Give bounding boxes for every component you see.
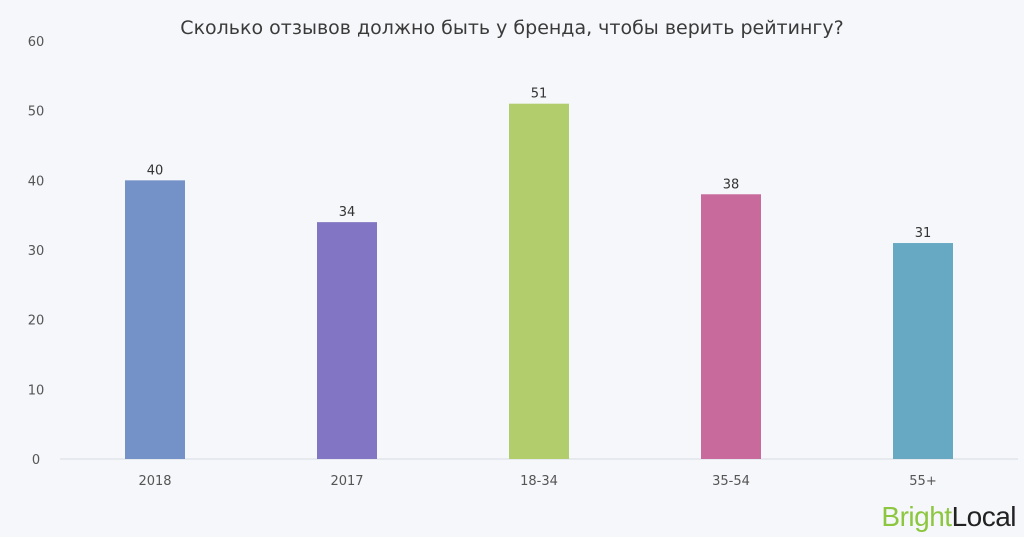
data-label: 34 [339,205,356,220]
y-axis-ticks: 0 10 20 30 40 50 60 [28,35,45,468]
bar-2017 [317,222,377,459]
data-labels: 40 34 51 38 31 [147,87,932,241]
y-tick-label: 0 [32,453,40,468]
y-tick-label: 60 [28,35,45,50]
x-tick-label: 35-54 [712,474,750,489]
y-tick-label: 10 [28,383,45,398]
bar-18-34 [509,103,569,459]
brightlocal-logo: BrightLocal [881,503,1016,531]
bar-2018 [125,180,185,460]
data-label: 40 [147,163,164,178]
category-labels: 2018 2017 18-34 35-54 55+ [138,474,936,489]
logo-local-text: Local [951,501,1017,532]
chart-title: Сколько отзывов должно быть у бренда, чт… [180,17,843,39]
data-label: 51 [531,87,548,102]
x-tick-label: 2017 [330,474,363,489]
bar-55+ [893,243,953,459]
logo-bright-text: Bright [881,501,952,532]
data-label: 38 [723,177,740,192]
y-tick-label: 40 [28,174,45,189]
y-tick-label: 20 [28,314,45,329]
x-tick-label: 55+ [909,474,936,489]
y-tick-label: 30 [28,244,45,259]
y-tick-label: 50 [28,105,45,120]
data-label: 31 [915,226,932,241]
bar-35-54 [701,194,761,459]
bars [125,103,953,460]
x-tick-label: 2018 [138,474,171,489]
x-tick-label: 18-34 [520,474,558,489]
